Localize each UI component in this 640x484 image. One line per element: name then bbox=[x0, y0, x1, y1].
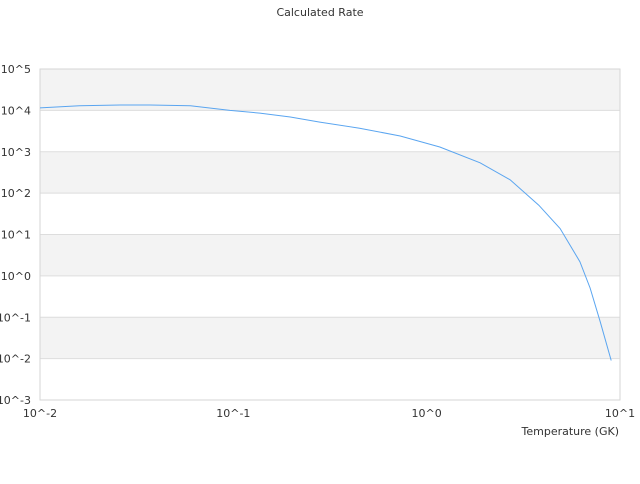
grid-band bbox=[40, 151, 620, 194]
y-tick-label: 10^1 bbox=[1, 229, 31, 242]
y-tick-label: 10^-1 bbox=[0, 311, 31, 324]
series-line bbox=[39, 104, 612, 361]
plot-frame bbox=[39, 68, 621, 401]
grid-band bbox=[40, 234, 620, 276]
y-tick-label: 10^5 bbox=[1, 63, 31, 76]
x-tick-label: 10^1 bbox=[605, 407, 635, 420]
x-tick-label: 10^0 bbox=[412, 407, 442, 420]
chart-title: Calculated Rate bbox=[276, 6, 363, 19]
grid-band bbox=[40, 69, 620, 111]
y-tick-label: 10^3 bbox=[1, 146, 31, 159]
x-tick-label: 10^-1 bbox=[216, 407, 250, 420]
grid-band bbox=[40, 317, 620, 359]
x-tick-label: 10^-2 bbox=[23, 407, 57, 420]
x-axis-label: Temperature (GK) bbox=[521, 425, 620, 438]
y-tick-label: 10^-3 bbox=[0, 394, 31, 407]
y-tick-label: 10^2 bbox=[1, 187, 31, 200]
y-tick-label: 10^4 bbox=[1, 104, 31, 117]
y-tick-label: 10^0 bbox=[1, 270, 31, 283]
y-tick-label: 10^-2 bbox=[0, 353, 31, 366]
